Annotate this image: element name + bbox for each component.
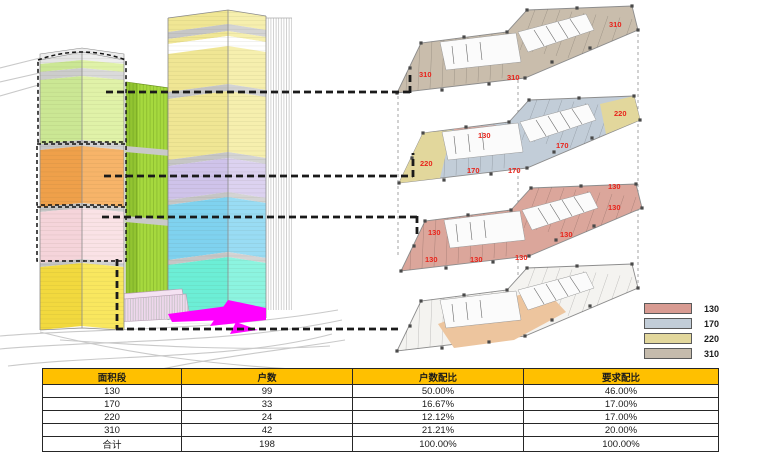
area-label: 130	[428, 228, 441, 237]
table-cell: 310	[42, 423, 182, 437]
floor-plan-ground	[395, 262, 640, 353]
table-row: 170 33 16.67% 17.00%	[42, 397, 719, 411]
table-cell: 12.12%	[352, 410, 524, 424]
legend: 130 170 220 310	[644, 301, 719, 361]
column-header: 面积段	[42, 368, 182, 385]
table-cell: 17.00%	[523, 410, 719, 424]
right-tower	[167, 9, 267, 326]
table-cell: 21.21%	[352, 423, 524, 437]
table-cell: 170	[42, 397, 182, 411]
area-label: 130	[515, 253, 528, 262]
area-label: 220	[614, 109, 627, 118]
legend-item-130: 130	[644, 301, 719, 316]
table-row: 220 24 12.12% 17.00%	[42, 410, 719, 424]
area-label: 130	[608, 203, 621, 212]
floor-plan-130: 130 130 130 130 130 130 130	[399, 182, 644, 273]
legend-label: 310	[704, 348, 720, 359]
legend-item-310: 310	[644, 346, 719, 361]
legend-swatch-220	[644, 333, 692, 344]
magenta-base	[168, 306, 228, 322]
area-label: 130	[470, 255, 483, 264]
area-label: 170	[508, 166, 521, 175]
table-header-row: 面积段 户数 户数配比 要求配比	[42, 368, 719, 385]
lime-tower	[125, 81, 171, 299]
context-roads	[0, 57, 346, 373]
area-label: 170	[467, 166, 480, 175]
area-label: 130	[425, 255, 438, 264]
table-row: 310 42 21.21% 20.00%	[42, 423, 719, 437]
legend-label: 130	[704, 303, 720, 314]
column-header: 要求配比	[523, 368, 719, 385]
table-cell: 50.00%	[352, 384, 524, 398]
legend-swatch-170	[644, 318, 692, 329]
legend-label: 170	[704, 318, 720, 329]
table-cell: 130	[42, 384, 182, 398]
podium	[111, 288, 266, 334]
legend-item-170: 170	[644, 316, 719, 331]
area-label: 310	[609, 20, 622, 29]
area-label: 220	[420, 159, 433, 168]
table-cell: 合计	[42, 436, 182, 452]
legend-swatch-130	[644, 303, 692, 314]
floor-plan-310: 310 310 310	[395, 4, 640, 95]
column-header: 户数配比	[352, 368, 524, 385]
table-cell: 220	[42, 410, 182, 424]
context-striped-tower	[266, 17, 292, 310]
table-row: 合计 198 100.00% 100.00%	[42, 436, 719, 452]
column-header: 户数	[181, 368, 353, 385]
area-label: 170	[556, 141, 569, 150]
table-cell: 100.00%	[523, 436, 719, 452]
area-label: 310	[419, 70, 432, 79]
segment-dashed-outlines	[36, 51, 127, 262]
table-cell: 198	[181, 436, 353, 452]
legend-item-220: 220	[644, 331, 719, 346]
left-tower	[39, 47, 125, 331]
table-cell: 46.00%	[523, 384, 719, 398]
table-cell: 17.00%	[523, 397, 719, 411]
area-label: 310	[507, 73, 520, 82]
table-cell: 16.67%	[352, 397, 524, 411]
legend-swatch-310	[644, 348, 692, 359]
plan-guide-lines	[397, 34, 639, 330]
table-cell: 99	[181, 384, 353, 398]
area-label: 130	[608, 182, 621, 191]
table-cell: 24	[181, 410, 353, 424]
table-cell: 20.00%	[523, 423, 719, 437]
table-cell: 33	[181, 397, 353, 411]
connector-lines	[102, 72, 419, 331]
area-label: 130	[478, 131, 491, 140]
table-cell: 100.00%	[352, 436, 524, 452]
table-cell: 42	[181, 423, 353, 437]
unit-mix-table: 面积段 户数 户数配比 要求配比 130 99 50.00% 46.00% 170 33 16.6…	[42, 368, 719, 452]
table-row: 130 99 50.00% 46.00%	[42, 384, 719, 398]
area-label: 130	[560, 230, 573, 239]
legend-label: 220	[704, 333, 720, 344]
floor-plan-mixed: 220 130 170 170 170 220	[397, 94, 642, 185]
